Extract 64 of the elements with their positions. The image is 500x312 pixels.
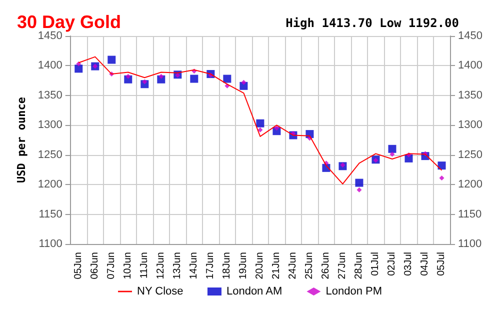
point [355,178,364,187]
point [74,64,83,73]
x-tick-label: 21Jun [271,252,282,280]
x-tick-label: 19Jun [238,252,250,280]
point [142,79,148,84]
point [390,152,395,157]
y2-tick-label: 1300 [458,119,482,132]
x-tick-label: 27Jun [337,252,348,280]
y-tick-label: 1150 [38,208,62,220]
point [158,74,164,79]
point [388,144,396,153]
y2-tick-label: 1100 [458,238,482,250]
y-tick-label: 1100 [38,238,62,250]
y-tick-label: 1350 [38,89,62,102]
y2-tick-label: 1150 [458,208,482,220]
point [356,187,362,192]
y2-tick-label: 1400 [458,60,482,72]
x-tick-label: 12Jun [156,252,167,280]
x-tick-label: 02Jul [386,252,398,276]
x-tick-label: 20Jun [254,252,266,280]
point [340,162,346,168]
x-tick-label: 07Jun [106,252,118,280]
x-tick-label: 24Jun [288,252,299,280]
x-tick-label: 17Jun [205,252,216,280]
point [190,74,198,83]
x-tick-label: 14Jun [188,252,200,280]
y2-tick-label: 1200 [458,178,482,191]
point [126,74,131,79]
x-tick-label: 10Jun [122,252,134,280]
legend-label: London PM [326,286,382,298]
y-axis-title: USD per ounce [15,96,28,184]
point [76,61,82,66]
x-tick-label: 11Jun [139,252,150,279]
x-tick-label: 01Jul [370,252,382,276]
point [256,119,264,128]
y-tick-label: 1250 [38,148,62,161]
x-tick-label: 25Jun [304,252,316,280]
x-tick-label: 18Jun [222,252,233,280]
chart-title: 30 Day Gold [17,12,122,32]
point [439,176,444,181]
point [274,126,280,131]
x-tick-label: 04Jul [420,252,431,276]
legend-label: London AM [226,286,282,298]
legend-label: NY Close [137,286,184,298]
x-tick-label: 28Jun [354,252,365,280]
y2-tick-label: 1450 [458,30,482,42]
y2-tick-label: 1350 [458,89,482,102]
point [438,162,446,170]
x-tick-label: 03Jul [403,252,414,276]
chart-subtitle: High 1413.70 Low 1192.00 [286,16,459,30]
x-tick-label: 26Jun [320,252,332,280]
y-tick-label: 1450 [38,30,62,42]
x-tick-label: 06Jun [90,252,101,280]
y-tick-label: 1400 [38,60,62,72]
y-tick-label: 1200 [38,178,62,191]
point [108,56,116,64]
point [241,80,246,85]
point [258,127,263,132]
x-tick-label: 05Jun [73,252,84,280]
x-tick-label: 13Jun [172,252,184,280]
y-tick-label: 1300 [38,119,62,132]
y2-tick-label: 1250 [458,148,482,161]
point [223,74,232,83]
x-tick-label: 05Jul [436,252,448,276]
